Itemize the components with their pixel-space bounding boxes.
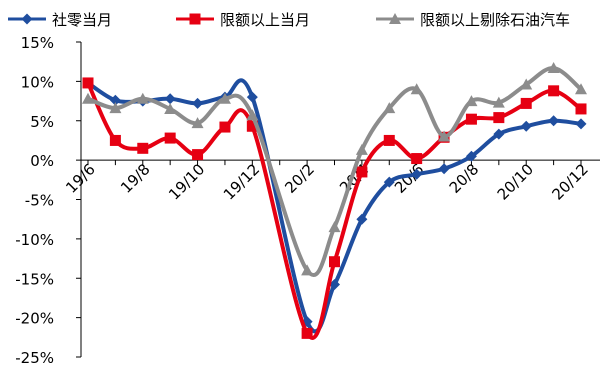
series-line (86, 78, 583, 334)
legend-label: 社零当月 (52, 11, 112, 29)
data-point-19-9 (164, 132, 176, 144)
series-1 (82, 77, 587, 334)
data-point-20-8 (465, 95, 478, 107)
data-point-19-11 (219, 121, 231, 133)
data-point-20-11 (548, 115, 560, 127)
data-point-20-2 (301, 264, 314, 276)
data-point-19-8 (137, 142, 149, 154)
y-tick-label: -25% (15, 349, 54, 367)
data-point-19-6 (82, 92, 94, 104)
data-point-20-6 (411, 168, 423, 180)
series-line (86, 80, 583, 340)
data-point-20-5 (383, 102, 396, 114)
y-tick-label: 15% (21, 34, 54, 52)
y-axis: 15% 10% 5% 0% -5% -10% -15% -20% -25% (15, 34, 82, 367)
data-point-20-10 (520, 97, 532, 109)
data-point-20-3 (328, 221, 341, 233)
data-point-19-7 (109, 94, 121, 106)
data-point-19-10 (192, 149, 204, 161)
data-point-20-4 (356, 166, 368, 178)
series-2 (82, 77, 587, 340)
data-point-19-10 (192, 97, 204, 109)
y-tick-label: -20% (15, 310, 54, 328)
legend: 社零当月 限额以上当月 限额以上剔除石油汽车 (8, 11, 570, 29)
data-point-19-12 (246, 109, 259, 121)
legend-swatch-marker (21, 13, 33, 25)
data-point-20-11 (547, 61, 560, 73)
y-tick-label: -10% (15, 231, 54, 249)
x-tick-label: 19/8 (117, 160, 154, 197)
y-tick-label: 5% (30, 113, 54, 131)
data-point-20-7 (438, 163, 450, 175)
data-point-19-12 (246, 91, 258, 103)
data-point-20-9 (493, 128, 505, 140)
data-point-20-12 (575, 103, 587, 115)
legend-swatch-marker (189, 13, 201, 25)
x-tick-label: 19/10 (165, 160, 208, 203)
data-point-19-9 (164, 102, 177, 114)
data-point-20-10 (520, 120, 532, 132)
data-point-20-2 (301, 327, 313, 339)
x-tick-label: 19/12 (220, 160, 263, 203)
legend-item-3: 限额以上剔除石油汽车 (376, 11, 570, 29)
data-point-20-5 (383, 134, 395, 146)
plot-area (82, 61, 587, 340)
series-3 (82, 61, 587, 277)
data-point-19-11 (218, 92, 231, 104)
data-point-19-6 (82, 77, 94, 89)
data-point-19-7 (109, 102, 122, 114)
data-point-19-8 (136, 92, 149, 104)
legend-label: 限额以上剔除石油汽车 (420, 11, 570, 29)
data-point-20-12 (575, 118, 587, 130)
data-point-20-4 (355, 143, 368, 155)
data-point-20-5 (383, 176, 395, 188)
data-point-19-9 (164, 93, 176, 105)
data-point-20-9 (492, 96, 505, 108)
data-point-20-9 (493, 112, 505, 124)
data-point-20-6 (411, 153, 423, 165)
legend-item-2: 限额以上当月 (176, 11, 310, 29)
y-tick-label: -15% (15, 270, 54, 288)
data-point-19-10 (191, 117, 204, 129)
data-point-20-12 (575, 83, 587, 95)
data-point-20-10 (520, 78, 533, 90)
x-axis: 19/6 19/8 19/10 19/12 20/2 20/4 20/6 20/8 20/10 2… (62, 159, 600, 204)
x-tick-label: 20/12 (549, 160, 592, 203)
y-tick-label: -5% (25, 192, 54, 210)
data-point-20-3 (329, 279, 340, 291)
x-tick-label: 20/2 (281, 160, 318, 197)
legend-item-1: 社零当月 (8, 11, 112, 29)
data-point-20-6 (410, 83, 423, 95)
data-point-19-7 (109, 134, 121, 146)
data-point-20-8 (465, 150, 477, 162)
data-point-20-8 (465, 113, 477, 125)
legend-label: 限额以上当月 (220, 11, 310, 29)
data-point-20-4 (356, 213, 368, 225)
data-point-19-12 (246, 120, 258, 132)
y-tick-label: 0% (30, 152, 54, 170)
data-point-20-11 (548, 85, 560, 97)
legend-swatch-marker (389, 13, 401, 24)
data-point-20-3 (329, 256, 340, 268)
x-tick-label: 20/10 (494, 160, 537, 203)
data-point-20-7 (438, 130, 451, 142)
y-tick-label: 10% (21, 73, 54, 91)
